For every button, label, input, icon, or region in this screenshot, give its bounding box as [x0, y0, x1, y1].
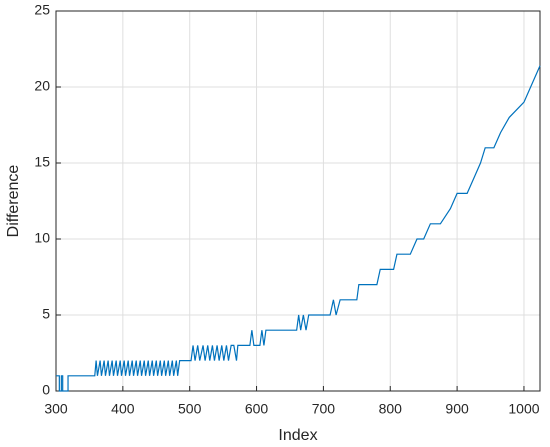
plot-frame [55, 10, 541, 392]
y-tick-label: 5 [42, 306, 50, 322]
data-line [56, 65, 541, 392]
x-tick-label: 600 [245, 401, 269, 417]
x-tick-label: 400 [111, 401, 135, 417]
y-tick-label: 20 [34, 78, 50, 94]
y-tick-label: 25 [34, 2, 50, 18]
y-tick-label: 0 [42, 382, 50, 398]
x-tick-label: 700 [312, 401, 336, 417]
y-axis-label: Difference [5, 165, 22, 238]
x-tick-label: 300 [44, 401, 68, 417]
y-tick-label: 15 [34, 154, 50, 170]
x-tick-label: 1000 [508, 401, 539, 417]
x-axis-label: Index [278, 427, 317, 444]
x-tick-label: 900 [445, 401, 469, 417]
x-tick-label: 800 [379, 401, 403, 417]
x-tick-label: 500 [178, 401, 202, 417]
y-tick-label: 10 [34, 230, 50, 246]
